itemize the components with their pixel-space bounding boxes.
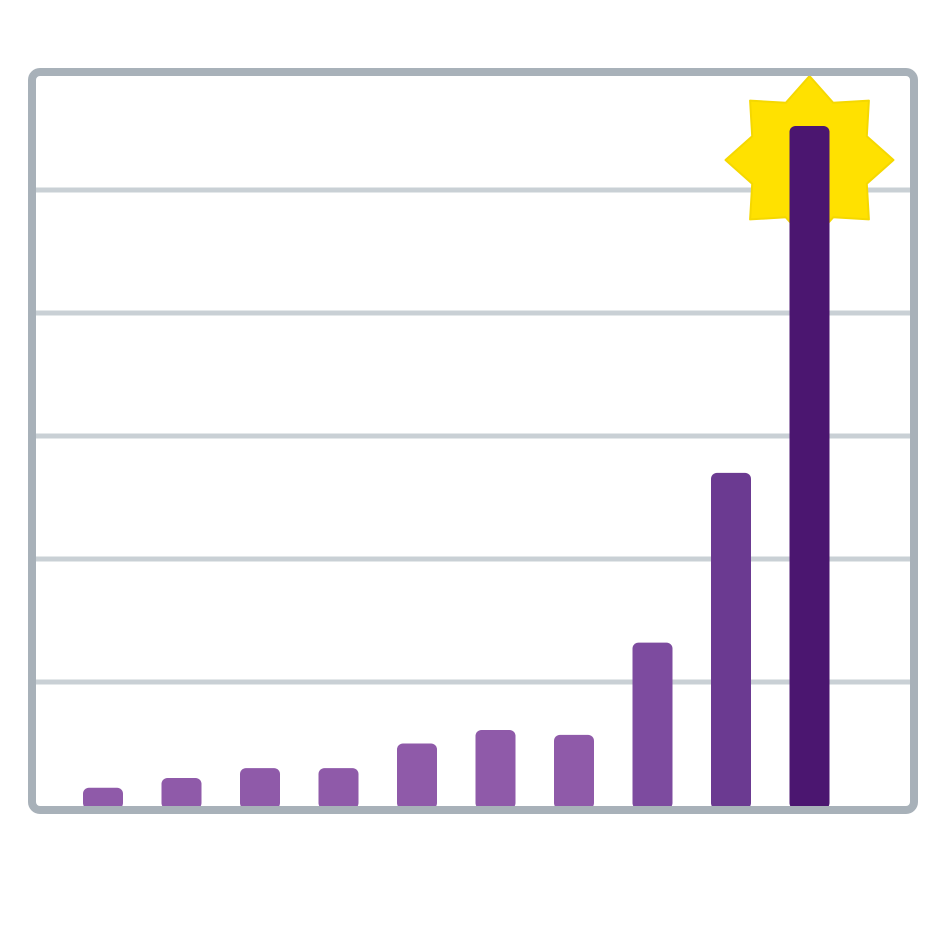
bar — [161, 777, 202, 809]
bar — [554, 734, 594, 809]
bars — [83, 75, 895, 810]
chart-panel — [32, 72, 914, 810]
bar — [789, 126, 830, 810]
bar — [397, 743, 437, 809]
bar — [83, 787, 123, 809]
bar — [632, 642, 673, 809]
bar — [318, 768, 359, 809]
chart-frame — [28, 68, 918, 814]
bar — [475, 729, 516, 809]
bar — [711, 472, 751, 809]
grid — [33, 187, 913, 685]
bar — [240, 768, 280, 809]
